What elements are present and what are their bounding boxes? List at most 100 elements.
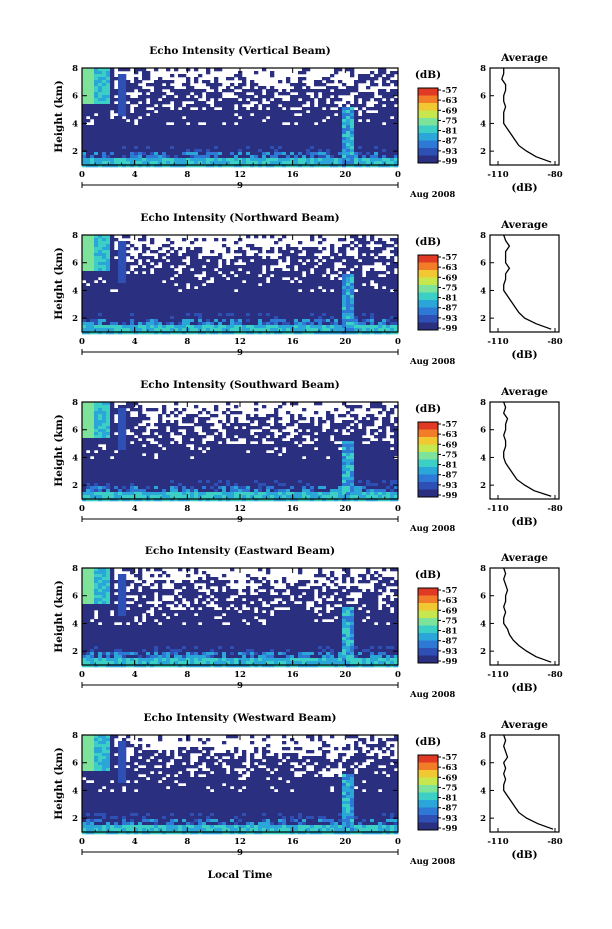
heatmap-cell <box>242 152 247 156</box>
heatmap-cell <box>126 110 131 114</box>
heatmap-cell <box>150 465 155 469</box>
heatmap-cell <box>114 107 119 111</box>
heatmap-cell <box>118 426 123 430</box>
heatmap-cell <box>366 280 371 284</box>
heatmap-cell <box>114 283 119 287</box>
heatmap-cell <box>166 119 171 123</box>
heatmap-cell <box>142 462 147 466</box>
heatmap-cell <box>338 325 343 329</box>
heatmap-cell <box>102 423 107 427</box>
heatmap-cell <box>242 298 247 302</box>
heatmap-cell <box>142 250 147 254</box>
heatmap-cell <box>122 158 127 162</box>
heatmap-cell <box>326 256 331 260</box>
heatmap-cell <box>154 295 159 299</box>
heatmap-cell <box>246 125 251 129</box>
heatmap-cell <box>290 286 295 290</box>
heatmap-cell <box>298 119 303 123</box>
heatmap-cell <box>102 98 107 102</box>
heatmap-cell <box>314 164 319 168</box>
heatmap-cell <box>290 119 295 123</box>
heatmap-cell <box>110 495 115 499</box>
heatmap-cell <box>138 477 143 481</box>
heatmap-cell <box>338 80 343 84</box>
heatmap-cell <box>342 140 347 144</box>
heatmap-cell <box>106 250 111 254</box>
heatmap-cell <box>230 280 235 284</box>
heatmap-cell <box>230 140 235 144</box>
heatmap-cell <box>162 86 167 90</box>
x-tick-label: 8 <box>184 337 190 347</box>
heatmap-cell <box>310 301 315 305</box>
heatmap-cell <box>174 301 179 305</box>
heatmap-cell <box>118 474 123 478</box>
heatmap-cell <box>262 289 267 293</box>
heatmap-cell <box>238 125 243 129</box>
heatmap-cell <box>378 286 383 290</box>
heatmap-cell <box>218 325 223 329</box>
heatmap-cell <box>258 143 263 147</box>
heatmap-cell <box>178 277 183 281</box>
heatmap-cell <box>98 450 103 454</box>
heatmap-cell <box>334 256 339 260</box>
heatmap-cell <box>134 158 139 162</box>
heatmap-cell <box>162 304 167 308</box>
heatmap-cell <box>310 274 315 278</box>
heatmap-cell <box>366 253 371 257</box>
heatmap-cell <box>82 146 87 150</box>
heatmap-cell <box>230 292 235 296</box>
heatmap-cell <box>214 322 219 326</box>
heatmap-cell <box>362 98 367 102</box>
heatmap-cell <box>334 161 339 165</box>
heatmap-cell <box>146 140 151 144</box>
heatmap-cell <box>214 259 219 263</box>
heatmap-cell <box>98 110 103 114</box>
heatmap-cell <box>90 411 95 415</box>
heatmap-cell <box>158 155 163 159</box>
heatmap-cell <box>334 328 339 332</box>
heatmap-cell <box>238 107 243 111</box>
heatmap-cell <box>122 420 127 424</box>
heatmap-cell <box>234 134 239 138</box>
heatmap-cell <box>182 322 187 326</box>
heatmap-cell <box>82 435 87 439</box>
heatmap-cell <box>386 152 391 156</box>
heatmap-cell <box>186 304 191 308</box>
heatmap-cell <box>370 295 375 299</box>
heatmap-cell <box>322 295 327 299</box>
heatmap-cell <box>162 146 167 150</box>
heatmap-cell <box>354 277 359 281</box>
heatmap-cell <box>302 137 307 141</box>
heatmap-cell <box>106 301 111 305</box>
heatmap-cell <box>190 161 195 165</box>
heatmap-cell <box>382 107 387 111</box>
heatmap-cell <box>182 277 187 281</box>
colorbar-tick-label: -93 <box>442 314 457 324</box>
heatmap-cell <box>210 304 215 308</box>
heatmap-cell <box>330 137 335 141</box>
heatmap-cell <box>86 310 91 314</box>
heatmap-cell <box>118 319 123 323</box>
heatmap-cell <box>166 164 171 168</box>
heatmap-cell <box>262 292 267 296</box>
heatmap-cell <box>262 134 267 138</box>
heatmap-cell <box>158 280 163 284</box>
heatmap-cell <box>314 292 319 296</box>
heatmap-cell <box>214 98 219 102</box>
heatmap-cell <box>242 256 247 260</box>
profile-line <box>501 68 552 163</box>
heatmap-cell <box>314 271 319 275</box>
heatmap-cell <box>306 143 311 147</box>
heatmap-cell <box>370 137 375 141</box>
heatmap-cell <box>374 310 379 314</box>
heatmap-cell <box>150 149 155 153</box>
heatmap-cell <box>298 89 303 93</box>
heatmap-cell <box>366 250 371 254</box>
heatmap-cell <box>378 98 383 102</box>
heatmap-cell <box>146 292 151 296</box>
heatmap-cell <box>330 298 335 302</box>
heatmap-cell <box>182 274 187 278</box>
heatmap-cell <box>378 92 383 96</box>
heatmap-cell <box>118 134 123 138</box>
profile-x-label: (dB) <box>511 182 537 194</box>
